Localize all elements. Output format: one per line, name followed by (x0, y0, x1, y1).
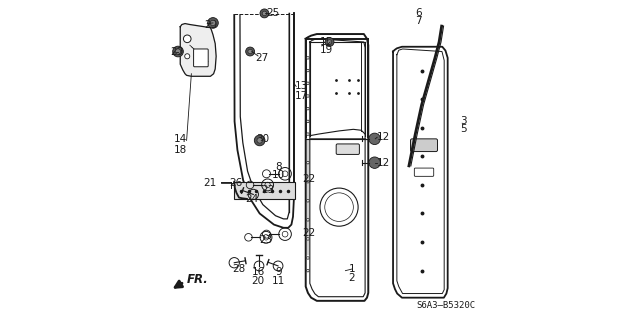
Circle shape (254, 135, 265, 146)
Text: 20: 20 (252, 276, 264, 286)
Text: 23: 23 (261, 185, 274, 195)
Text: 29: 29 (171, 47, 184, 56)
Circle shape (307, 108, 309, 110)
Text: 30: 30 (257, 134, 269, 144)
FancyBboxPatch shape (234, 182, 294, 199)
Circle shape (325, 38, 334, 47)
Text: 13: 13 (294, 81, 308, 92)
Circle shape (257, 138, 262, 143)
Circle shape (327, 40, 332, 44)
Circle shape (307, 82, 309, 85)
Circle shape (369, 157, 380, 168)
Text: 5: 5 (460, 124, 467, 134)
Text: 26: 26 (230, 178, 243, 188)
Circle shape (246, 47, 255, 56)
Text: 15: 15 (320, 37, 333, 47)
Circle shape (307, 181, 309, 183)
Circle shape (207, 18, 218, 28)
FancyBboxPatch shape (414, 168, 434, 176)
Circle shape (307, 269, 309, 272)
Text: S6A3–B5320C: S6A3–B5320C (416, 301, 475, 310)
Text: 2: 2 (348, 273, 355, 283)
Text: 19: 19 (320, 45, 333, 55)
Text: 28: 28 (233, 264, 246, 274)
Text: 9: 9 (275, 267, 282, 277)
Circle shape (369, 133, 380, 145)
Circle shape (184, 35, 191, 43)
Text: 8: 8 (275, 162, 282, 173)
Circle shape (307, 120, 309, 123)
Text: 27: 27 (255, 53, 268, 63)
Text: 14: 14 (173, 134, 187, 144)
Text: 18: 18 (173, 145, 187, 155)
Text: 22: 22 (303, 227, 316, 238)
Circle shape (248, 49, 252, 54)
Circle shape (307, 161, 309, 164)
Circle shape (211, 20, 216, 26)
Text: 17: 17 (294, 91, 308, 101)
Circle shape (260, 9, 269, 18)
Text: 24: 24 (245, 194, 259, 204)
Circle shape (307, 219, 309, 221)
Circle shape (307, 238, 309, 240)
Circle shape (307, 199, 309, 202)
Text: 7: 7 (415, 16, 422, 26)
Circle shape (307, 257, 309, 259)
Text: 1: 1 (348, 264, 355, 274)
Text: 11: 11 (272, 276, 285, 286)
Circle shape (307, 69, 309, 72)
Text: 16: 16 (252, 267, 265, 277)
Text: 12: 12 (377, 132, 390, 142)
Circle shape (262, 11, 267, 16)
Circle shape (307, 95, 309, 97)
FancyBboxPatch shape (410, 139, 438, 152)
Text: 22: 22 (303, 174, 316, 183)
FancyBboxPatch shape (193, 49, 208, 67)
Text: 10: 10 (272, 170, 285, 180)
Text: 29: 29 (204, 19, 218, 30)
Polygon shape (180, 24, 216, 76)
Text: 12: 12 (377, 158, 390, 168)
Text: FR.: FR. (187, 273, 209, 286)
Circle shape (173, 46, 184, 57)
Circle shape (307, 56, 309, 59)
Text: 21: 21 (204, 178, 217, 188)
Text: 3: 3 (460, 116, 467, 126)
Text: 23: 23 (259, 235, 273, 246)
Text: 25: 25 (266, 8, 279, 19)
Text: 6: 6 (415, 8, 422, 19)
Circle shape (185, 54, 190, 59)
FancyBboxPatch shape (336, 144, 360, 154)
Circle shape (175, 49, 180, 54)
Circle shape (307, 133, 309, 135)
